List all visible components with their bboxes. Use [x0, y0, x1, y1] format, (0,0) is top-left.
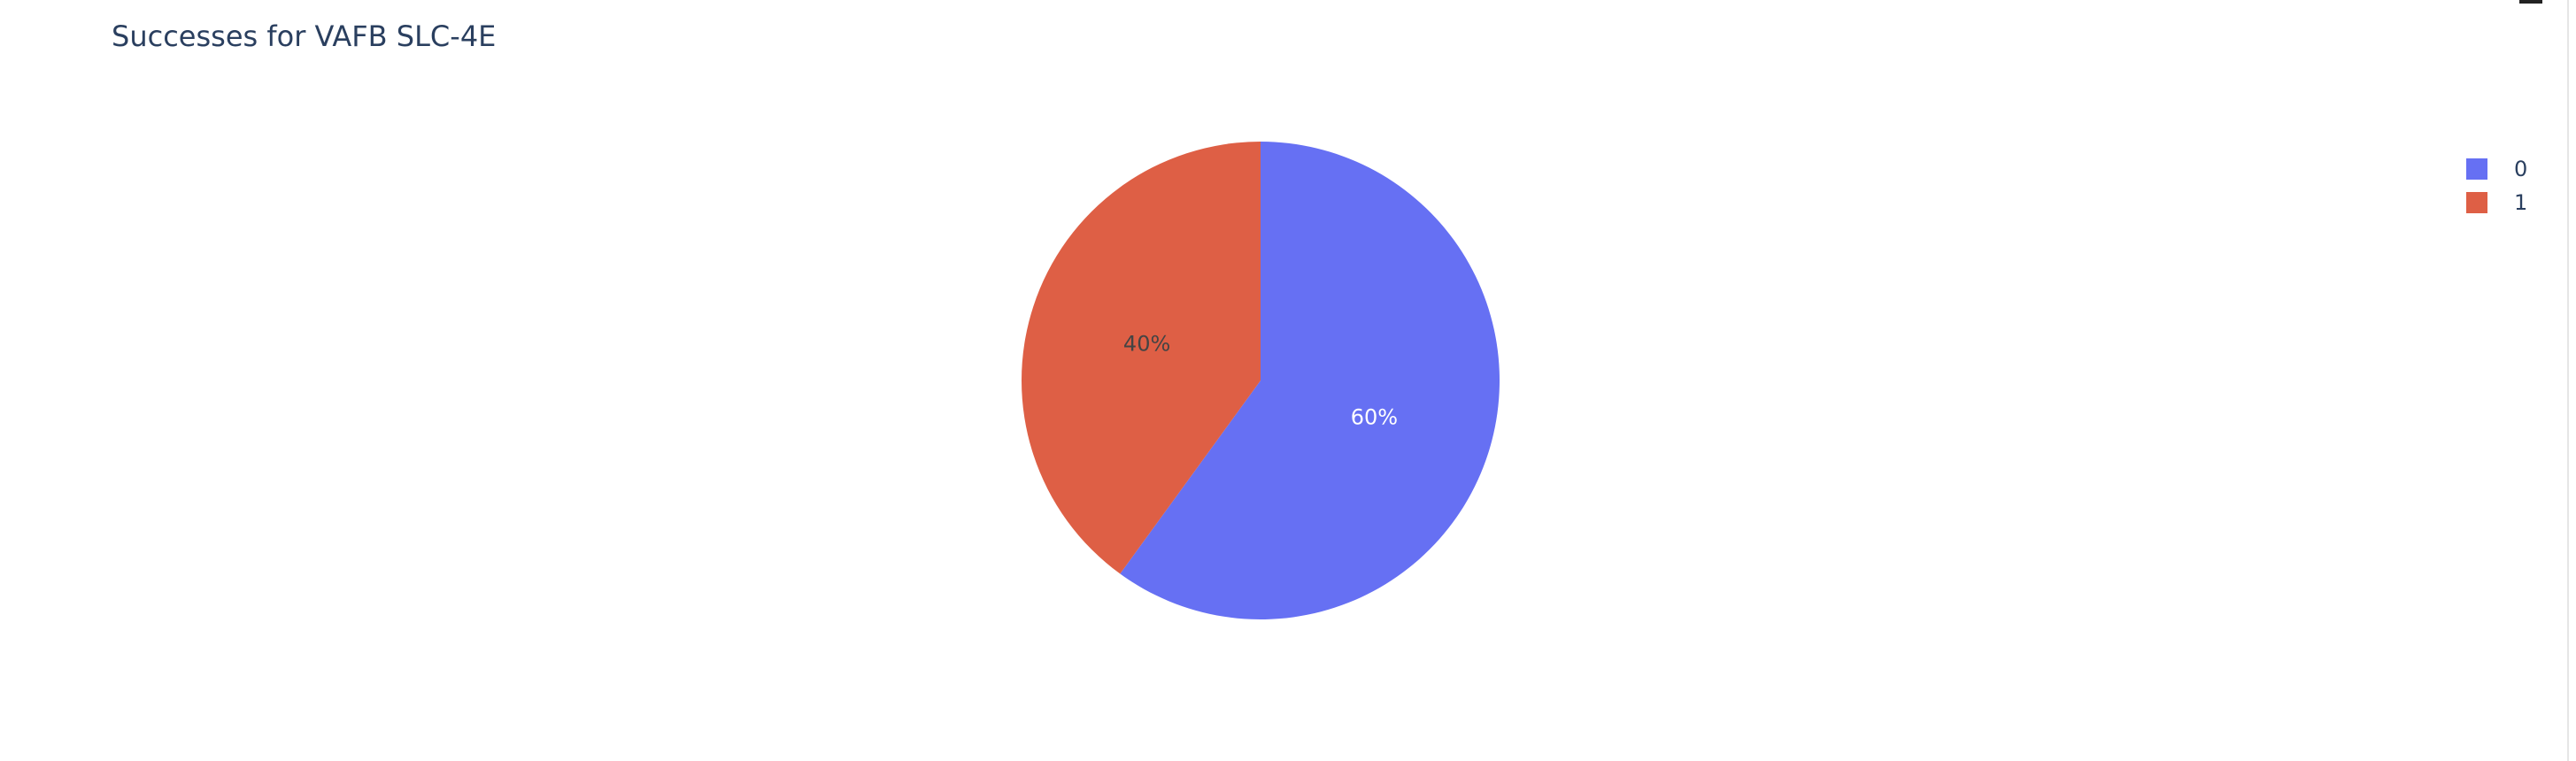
pie-slice-1[interactable] [1022, 142, 1261, 574]
chart-title: Successes for VAFB SLC-4E [112, 19, 497, 53]
pie-label-1: 40% [1123, 331, 1170, 356]
pie-label-0: 60% [1351, 405, 1398, 430]
legend: 0 1 [2466, 152, 2527, 219]
legend-item-0[interactable]: 0 [2466, 152, 2527, 186]
pie-slice-0[interactable] [1120, 142, 1500, 619]
toolbar-edge [2519, 0, 2542, 4]
legend-item-1[interactable]: 1 [2466, 186, 2527, 219]
legend-label-1: 1 [2514, 190, 2528, 215]
legend-swatch-0 [2466, 158, 2487, 180]
panel-edge [2567, 0, 2569, 761]
legend-swatch-1 [2466, 192, 2487, 213]
legend-label-0: 0 [2514, 157, 2528, 181]
